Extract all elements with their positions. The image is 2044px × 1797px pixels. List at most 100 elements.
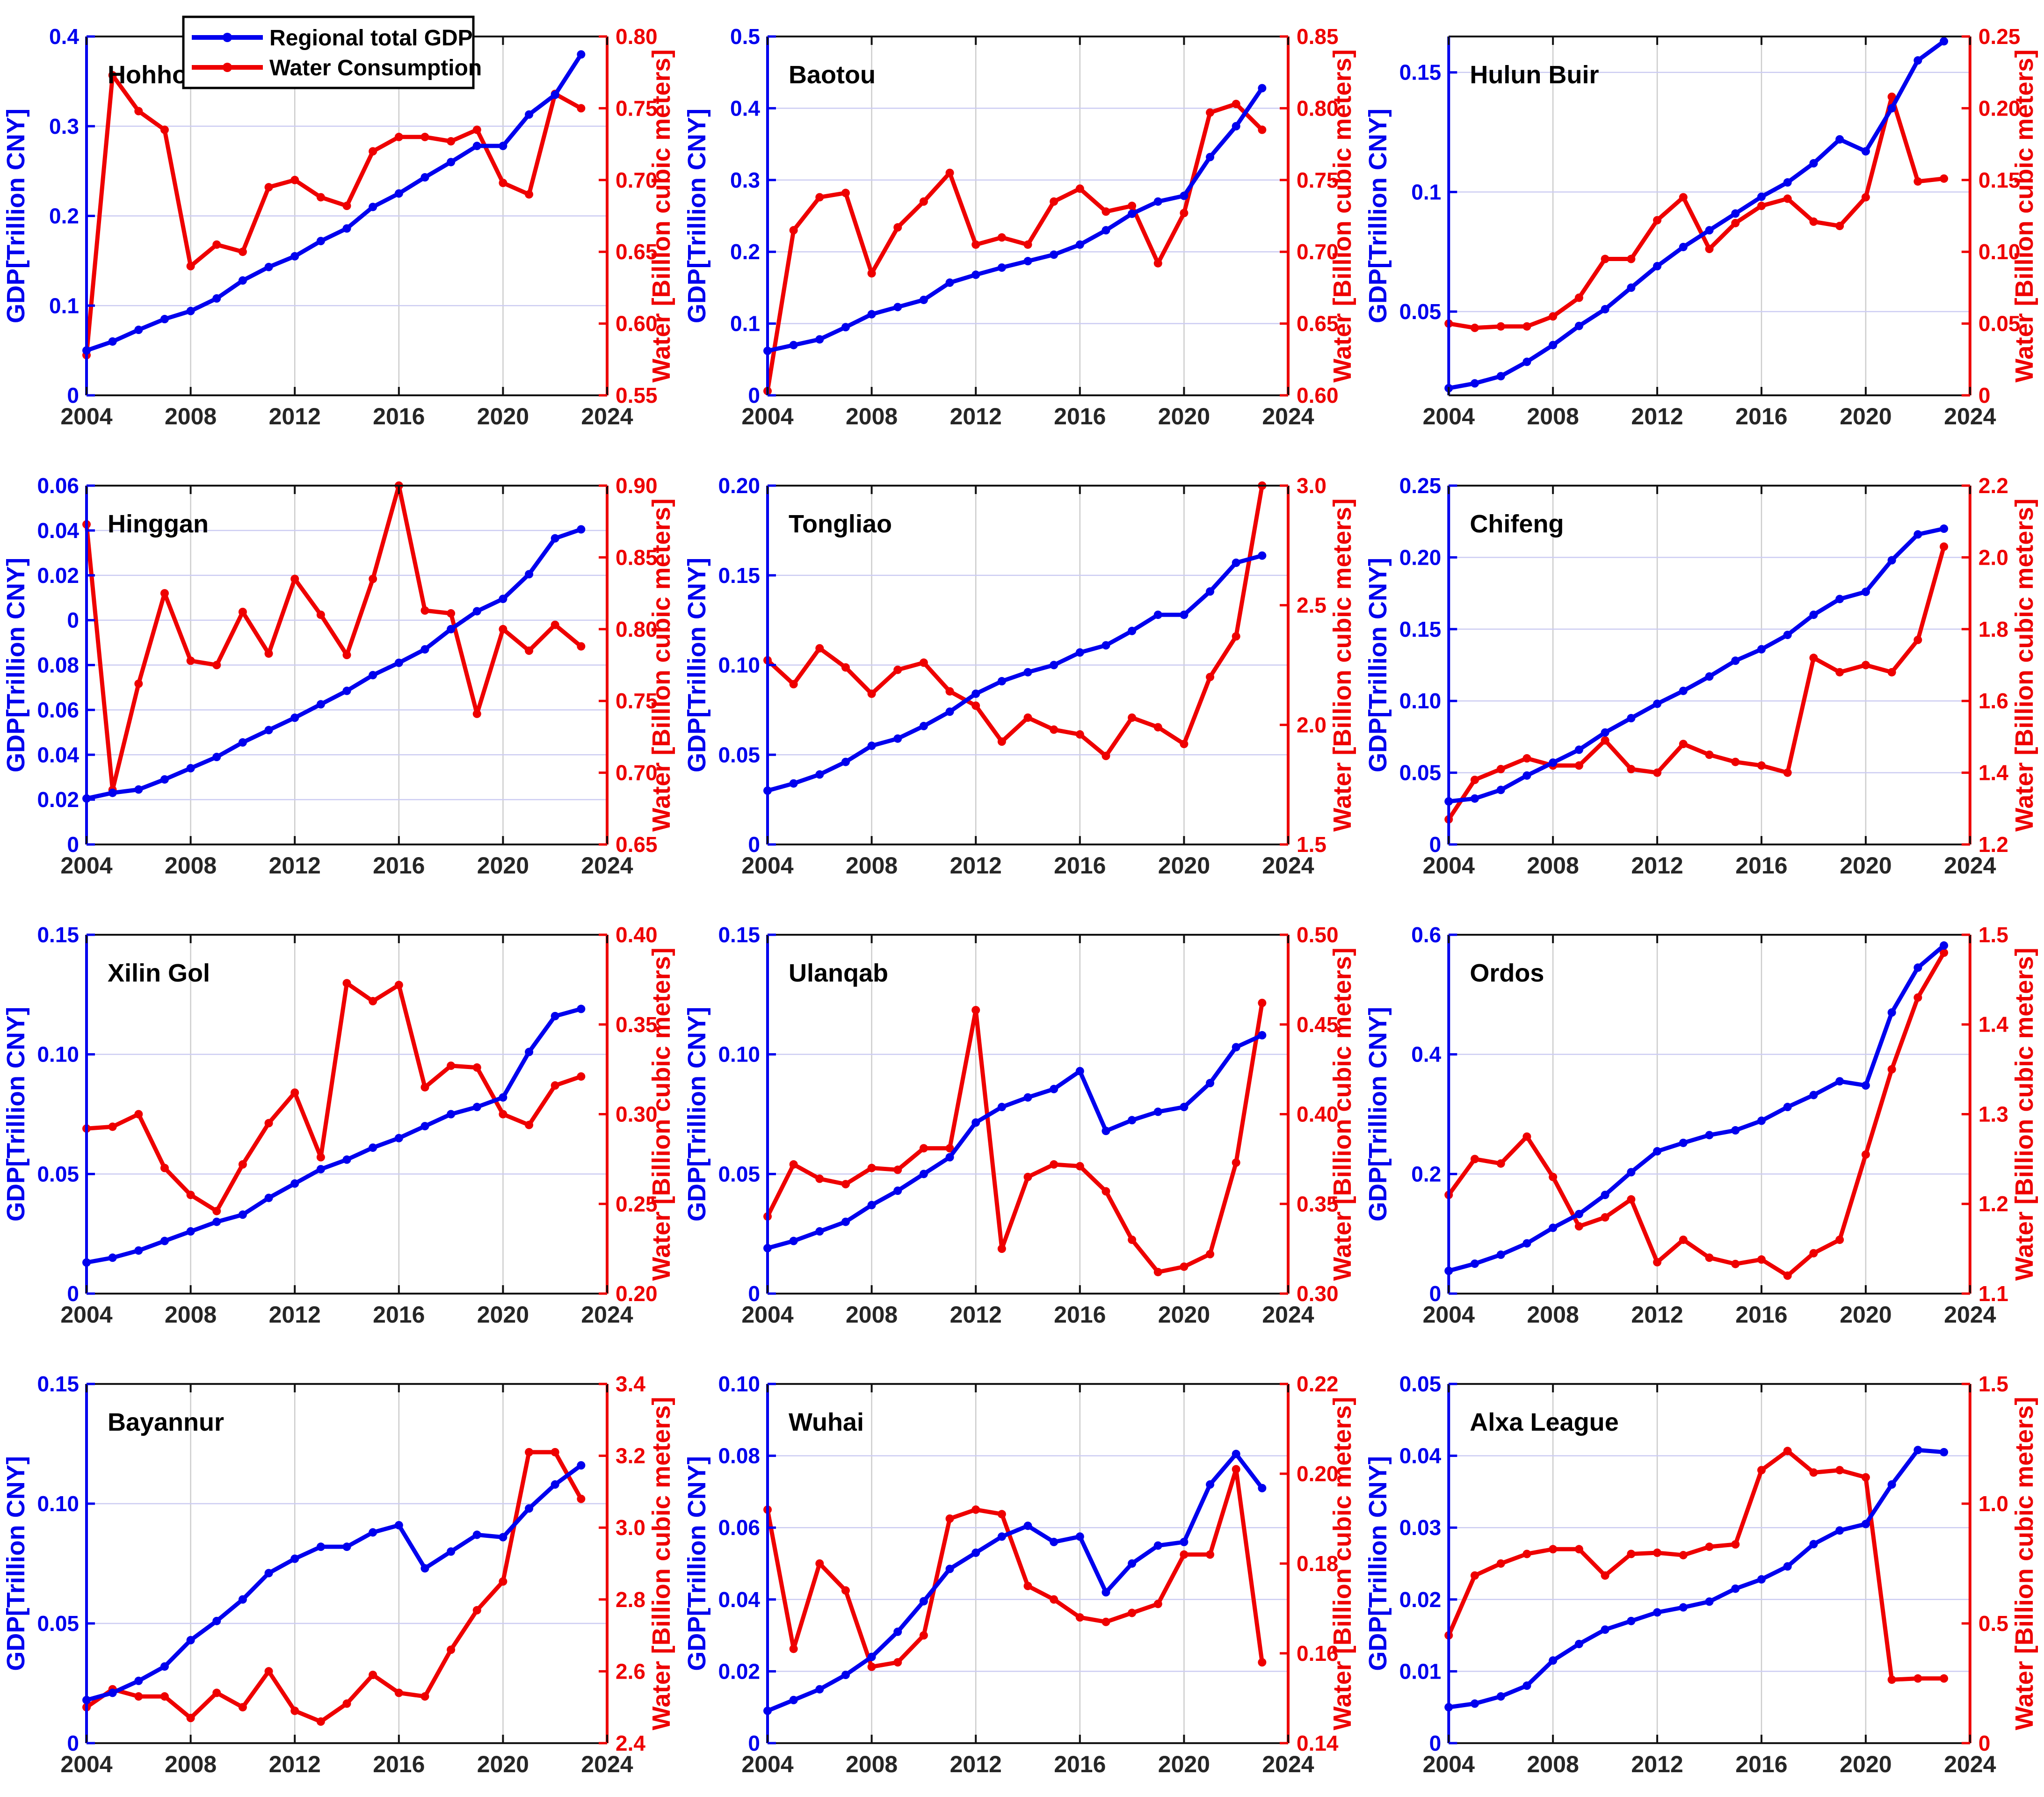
x-tick-label: 2004 [741, 1751, 793, 1777]
x-tick-label: 2020 [477, 1751, 529, 1777]
x-tick-label: 2004 [741, 403, 793, 429]
y-right-tick-label: 1.3 [1979, 1102, 2008, 1127]
y-right-tick-label: 0.40 [616, 923, 658, 947]
y-left-tick-label: 0.02 [37, 563, 79, 588]
y-right-tick-label: 0.85 [1297, 24, 1339, 49]
y-left-tick-label: 0.02 [37, 787, 79, 812]
x-tick-label: 2008 [1527, 1751, 1579, 1777]
y-left-tick-label: 0.05 [718, 742, 760, 767]
y-right-axis-label: Water [Billion cubic meters] [2010, 50, 2038, 383]
y-left-axis-label: GDP[Trillion CNY] [2, 109, 30, 323]
x-tick-label: 2020 [1158, 1302, 1210, 1328]
y-right-tick-label: 1.2 [1979, 1192, 2008, 1216]
x-tick-label: 2008 [1527, 852, 1579, 879]
y-right-axis-label: Water [Billion cubic meters] [1328, 1397, 1356, 1731]
x-tick-label: 2024 [581, 403, 633, 429]
x-tick-label: 2004 [1423, 852, 1475, 879]
y-right-tick-label: 2.0 [1979, 545, 2008, 569]
y-right-tick-label: 2.5 [1297, 593, 1326, 618]
y-left-tick-label: 0.10 [718, 1042, 760, 1067]
legend-label: Water Consumption [269, 56, 482, 80]
x-tick-label: 2012 [950, 1751, 1002, 1777]
y-left-tick-label: 0.06 [37, 698, 79, 722]
water-consumption-markers [1444, 92, 1949, 332]
y-right-axis-label: Water [Billion cubic meters] [647, 947, 675, 1280]
y-right-tick-label: 1.4 [1979, 761, 2008, 785]
y-left-tick-label: 0.3 [49, 114, 79, 138]
x-tick-label: 2020 [477, 403, 529, 429]
subplot-bayannur: 2004 2008 2012 2016 2020 2024 0 0.05 0.10 0.15 2.4… [0, 1347, 681, 1797]
x-tick-label: 2016 [373, 1751, 425, 1777]
x-tick-label: 2020 [1840, 1751, 1892, 1777]
x-tick-label: 2016 [1735, 403, 1787, 429]
y-left-tick-label: 0.20 [1399, 545, 1442, 569]
y-left-tick-label: 0.05 [1399, 761, 1442, 785]
y-right-tick-label: 1.8 [1979, 617, 2008, 641]
y-right-tick-label: 0.16 [1297, 1641, 1339, 1666]
subplot-tongliao: 2004 2008 2012 2016 2020 2024 0 0.05 0.10 0.15 0.2… [681, 449, 1362, 898]
water-consumption-markers [1444, 542, 1949, 824]
y-right-tick-label: 0.22 [1297, 1372, 1339, 1396]
x-tick-label: 2024 [581, 852, 633, 879]
y-left-axis-label: GDP[Trillion CNY] [1364, 558, 1392, 772]
x-tick-label: 2008 [846, 403, 898, 429]
gdp-markers [1444, 1446, 1949, 1712]
y-left-axis-label: GDP[Trillion CNY] [683, 109, 711, 323]
y-right-tick-label: 0.80 [616, 617, 658, 641]
y-right-tick-label: 0.20 [616, 1281, 658, 1306]
gdp-line [1448, 1448, 1944, 1710]
x-tick-label: 2016 [1735, 852, 1787, 879]
y-left-tick-label: 0 [748, 832, 760, 857]
x-tick-label: 2020 [477, 852, 529, 879]
y-left-tick-label: 0.3 [730, 168, 760, 192]
x-tick-label: 2016 [373, 403, 425, 429]
y-left-tick-label: 0.15 [1399, 60, 1442, 85]
x-tick-label: 2024 [581, 1751, 633, 1777]
x-tick-label: 2016 [1054, 1302, 1106, 1328]
x-tick-label: 2004 [60, 403, 112, 429]
y-right-axis-label: Water [Billion cubic meters] [1328, 947, 1356, 1280]
gridlines [768, 1384, 1288, 1743]
water-consumption-markers [763, 100, 1267, 395]
x-tick-label: 2024 [1944, 1751, 1996, 1777]
y-left-tick-label: 0.15 [37, 1372, 79, 1396]
gdp-markers [82, 50, 586, 355]
y-right-tick-label: 0.5 [1979, 1611, 2008, 1636]
y-right-tick-label: 0.35 [616, 1012, 658, 1037]
gdp-line [86, 1463, 582, 1702]
water-consumption-line [765, 1002, 1264, 1274]
y-right-tick-label: 3.2 [616, 1444, 645, 1468]
subplot-title: Xilin Gol [108, 959, 210, 987]
y-left-tick-label: 0.15 [37, 923, 79, 947]
subplot-ulanqab: 2004 2008 2012 2016 2020 2024 0 0.05 0.10 0.15 0.3… [681, 898, 1362, 1347]
x-tick-label: 2024 [1262, 403, 1314, 429]
y-right-tick-label: 0.45 [1297, 1012, 1339, 1037]
water-consumption-line [765, 1467, 1264, 1669]
y-left-tick-label: 0 [67, 832, 79, 857]
y-left-tick-label: 0.1 [49, 293, 79, 318]
y-left-tick-label: 0.4 [49, 24, 79, 49]
y-left-axis-label: GDP[Trillion CNY] [1364, 109, 1392, 323]
y-right-tick-label: 0.05 [1979, 312, 2021, 336]
y-right-axis-label: Water [Billion cubic meters] [647, 1397, 675, 1731]
y-left-axis-label: GDP[Trillion CNY] [2, 1007, 30, 1222]
y-left-tick-label: 0 [1429, 832, 1442, 857]
water-consumption-markers [82, 71, 586, 360]
y-left-tick-label: 0.05 [37, 1162, 79, 1186]
subplot-ordos: 2004 2008 2012 2016 2020 2024 0 0.2 0.4 0.6 1.1 1.2… [1362, 898, 2044, 1347]
x-tick-label: 2024 [1944, 1302, 1996, 1328]
x-tick-label: 2012 [950, 403, 1002, 429]
y-right-tick-label: 0.18 [1297, 1551, 1339, 1576]
y-right-tick-label: 0 [1979, 383, 1991, 407]
y-right-tick-label: 2.0 [1297, 713, 1326, 737]
y-right-tick-label: 0.35 [1297, 1192, 1339, 1216]
subplot-alxa-league: 2004 2008 2012 2016 2020 2024 0 0.01 0.02 0.03 0.0… [1362, 1347, 2044, 1797]
y-right-tick-label: 3.4 [616, 1372, 645, 1396]
water-consumption-markers [1444, 948, 1949, 1280]
x-tick-label: 2004 [741, 1302, 793, 1328]
x-tick-label: 2020 [1840, 403, 1892, 429]
water-consumption-line [765, 102, 1264, 392]
y-left-tick-label: 0 [748, 1281, 760, 1306]
x-tick-label: 2016 [373, 852, 425, 879]
subplot-title: Hohhot [108, 61, 196, 89]
